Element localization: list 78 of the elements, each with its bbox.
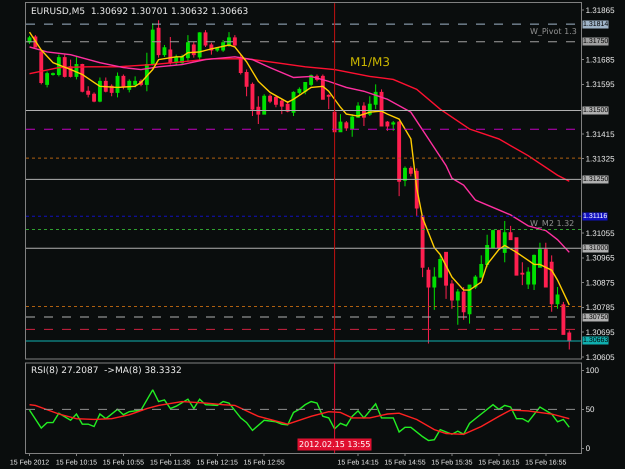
candlestick bbox=[456, 288, 460, 326]
y-tick-label: 1.31865 bbox=[586, 6, 616, 15]
candlestick bbox=[133, 76, 138, 88]
candlestick bbox=[520, 262, 524, 286]
annotation: W_Pivot 1.3 bbox=[530, 27, 577, 36]
candlestick bbox=[479, 254, 484, 278]
chart-title: RSI(8) 27.2087 ->MA(8) 38.3332 bbox=[31, 366, 182, 376]
candlestick bbox=[350, 114, 354, 138]
candlestick bbox=[268, 94, 272, 104]
candlestick bbox=[198, 32, 202, 60]
y-tick-label: 50 bbox=[586, 405, 596, 414]
candlestick bbox=[244, 69, 249, 97]
candlestick bbox=[420, 215, 425, 278]
candlestick bbox=[538, 242, 542, 268]
candlestick bbox=[280, 98, 284, 115]
candlestick bbox=[338, 114, 342, 132]
y-tick-label: 0 bbox=[586, 444, 591, 454]
annotation: W_M2 1.32 bbox=[530, 219, 574, 228]
candlestick bbox=[250, 82, 254, 117]
candlestick bbox=[51, 72, 55, 76]
candlestick bbox=[432, 266, 436, 310]
candlestick bbox=[204, 30, 208, 48]
candlestick bbox=[561, 301, 566, 335]
chart-title: EURUSD,M5 1.30692 1.30701 1.30632 1.30663 bbox=[31, 7, 248, 17]
candlestick bbox=[514, 237, 518, 276]
candlestick bbox=[391, 120, 396, 132]
line-series bbox=[28, 58, 570, 182]
candlestick bbox=[426, 266, 430, 344]
candlestick bbox=[508, 225, 513, 240]
y-tick-label: 1.30785 bbox=[586, 303, 616, 312]
candlestick bbox=[156, 20, 161, 58]
y-tick-label: 1.30965 bbox=[586, 254, 616, 263]
line-series bbox=[28, 389, 570, 442]
y-tick-label: 1.31415 bbox=[586, 130, 616, 139]
y-tick-label: 1.31055 bbox=[586, 228, 616, 238]
y-tick-label: 1.30875 bbox=[586, 278, 616, 288]
candlestick bbox=[121, 74, 126, 90]
candlestick bbox=[297, 86, 302, 95]
y-tick-label: 1.30605 bbox=[586, 352, 616, 362]
candlestick bbox=[186, 34, 190, 62]
y-tick-label: 1.31325 bbox=[586, 154, 616, 164]
candlestick bbox=[98, 77, 102, 103]
candlestick bbox=[274, 94, 278, 108]
candlestick bbox=[556, 286, 560, 310]
y-tick-label: 1.31595 bbox=[586, 80, 616, 90]
candlestick bbox=[162, 44, 166, 58]
candlestick bbox=[567, 330, 572, 350]
candlestick bbox=[438, 254, 442, 278]
candlestick bbox=[496, 229, 501, 248]
candlestick bbox=[45, 70, 50, 88]
y-tick-label: 100 bbox=[586, 366, 600, 376]
candlestick bbox=[385, 120, 390, 132]
candlestick bbox=[526, 266, 530, 290]
candlestick bbox=[550, 254, 554, 312]
candlestick bbox=[450, 280, 454, 310]
candlestick bbox=[86, 86, 90, 98]
candlestick bbox=[397, 120, 402, 197]
candlestick bbox=[326, 94, 331, 110]
y-tick-label: 1.30695 bbox=[586, 328, 616, 337]
candlestick bbox=[92, 92, 96, 103]
candlestick bbox=[444, 252, 448, 300]
candlestick bbox=[116, 72, 120, 98]
candlestick bbox=[532, 254, 536, 291]
candlestick bbox=[502, 220, 507, 263]
candlestick bbox=[232, 34, 237, 48]
candlestick bbox=[403, 166, 407, 187]
candlestick bbox=[374, 84, 378, 110]
candlestick bbox=[491, 229, 495, 248]
ref-line-label: 2012.02.15 13:55 bbox=[299, 440, 370, 449]
candlestick bbox=[256, 96, 260, 125]
candlestick bbox=[344, 120, 348, 132]
candlestick bbox=[380, 88, 384, 126]
annotation: M1/M3 bbox=[350, 55, 390, 69]
candlestick bbox=[462, 286, 466, 320]
line-series bbox=[28, 400, 570, 435]
candlestick bbox=[408, 166, 413, 177]
candlestick bbox=[468, 284, 472, 324]
y-tick-label: 1.31685 bbox=[586, 55, 616, 64]
